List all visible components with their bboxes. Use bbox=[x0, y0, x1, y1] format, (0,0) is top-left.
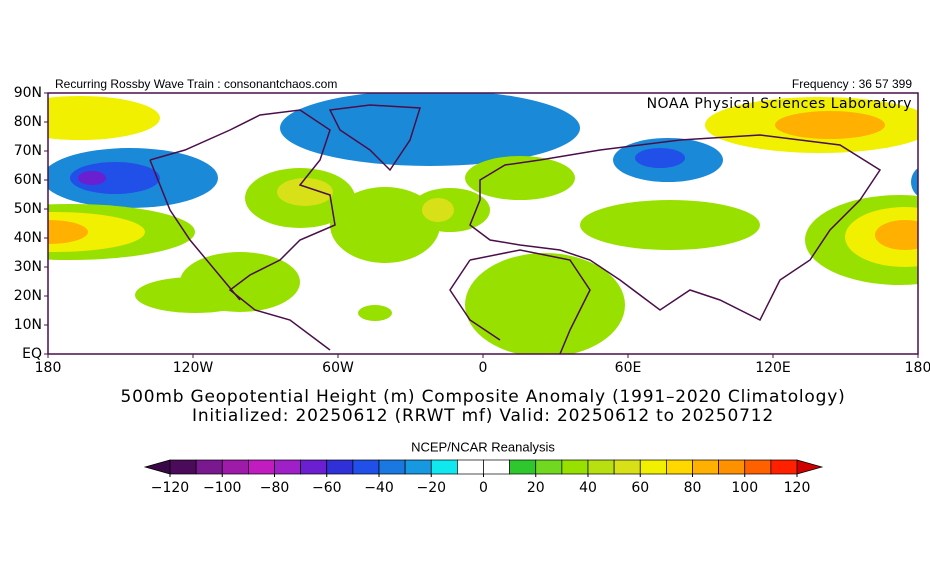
colorbar-label: −120 bbox=[151, 480, 189, 496]
lon-label: 120W bbox=[173, 360, 214, 376]
colorbar-over bbox=[796, 459, 824, 475]
title-line1: 500mb Geopotential Height (m) Composite … bbox=[120, 387, 845, 407]
colorbar-box bbox=[274, 459, 301, 475]
coastlines bbox=[149, 104, 882, 355]
colorbar-box bbox=[666, 459, 693, 475]
colorbar-box bbox=[587, 459, 615, 475]
colorbar-label: 80 bbox=[684, 480, 702, 496]
colorbar-box bbox=[221, 459, 249, 475]
colorbar-box bbox=[613, 459, 641, 475]
lon-label: 120E bbox=[755, 360, 791, 376]
colorbar-under bbox=[143, 459, 171, 475]
colorbar-box bbox=[718, 459, 746, 475]
colorbar-label: −100 bbox=[203, 480, 241, 496]
colorbar-box bbox=[744, 459, 772, 475]
lat-label: EQ bbox=[22, 346, 42, 362]
colorbar-label: 120 bbox=[784, 480, 811, 496]
colorbar-box bbox=[509, 459, 537, 475]
colorbar-box bbox=[169, 459, 197, 475]
colorbar-label: −40 bbox=[364, 480, 394, 496]
colorbar-box bbox=[770, 459, 798, 475]
lon-label: 0 bbox=[479, 360, 488, 376]
colorbar-box bbox=[561, 459, 589, 475]
lon-label: 60E bbox=[615, 360, 642, 376]
colorbar-label: 40 bbox=[579, 480, 597, 496]
anomaly-field bbox=[48, 93, 918, 354]
colorbar-box bbox=[639, 459, 667, 475]
colorbar-label: 0 bbox=[479, 480, 488, 496]
colorbar-box bbox=[430, 459, 458, 475]
title-line2: Initialized: 20250612 (RRWT mf) Valid: 2… bbox=[192, 406, 774, 426]
lat-label: 10N bbox=[14, 317, 42, 333]
lat-label: 90N bbox=[14, 85, 42, 101]
colorbar-box bbox=[535, 459, 563, 475]
colorbar-label: 20 bbox=[527, 480, 545, 496]
header-right: Frequency : 36 57 399 bbox=[792, 77, 912, 91]
lon-label: 60W bbox=[322, 360, 354, 376]
colorbar-box bbox=[378, 459, 406, 475]
colorbar-label: −60 bbox=[312, 480, 342, 496]
lat-label: 80N bbox=[14, 114, 42, 130]
source-label: NCEP/NCAR Reanalysis bbox=[411, 439, 555, 454]
colorbar-label: −20 bbox=[416, 480, 446, 496]
lat-label: 40N bbox=[14, 230, 42, 246]
colorbar-label: 100 bbox=[731, 480, 758, 496]
lab-label: NOAA Physical Sciences Laboratory bbox=[647, 96, 912, 112]
colorbar-box bbox=[300, 459, 328, 475]
header-left: Recurring Rossby Wave Train : consonantc… bbox=[55, 77, 337, 91]
colorbar-box bbox=[483, 459, 510, 475]
colorbar-box bbox=[457, 459, 484, 475]
colorbar-box bbox=[248, 459, 275, 475]
colorbar-box bbox=[692, 459, 719, 475]
colorbar-box bbox=[326, 459, 354, 475]
lat-label: 50N bbox=[14, 201, 42, 217]
lat-label: 70N bbox=[14, 143, 42, 159]
colorbar-label: 60 bbox=[631, 480, 649, 496]
lon-label: 180 bbox=[35, 360, 62, 376]
lon-label: 180 bbox=[905, 360, 930, 376]
lat-label: 60N bbox=[14, 172, 42, 188]
colorbar-box bbox=[352, 459, 380, 475]
colorbar-label: −80 bbox=[260, 480, 290, 496]
lat-label: 20N bbox=[14, 288, 42, 304]
colorbar-box bbox=[404, 459, 432, 475]
lat-label: 30N bbox=[14, 259, 42, 275]
colorbar-box bbox=[195, 459, 223, 475]
